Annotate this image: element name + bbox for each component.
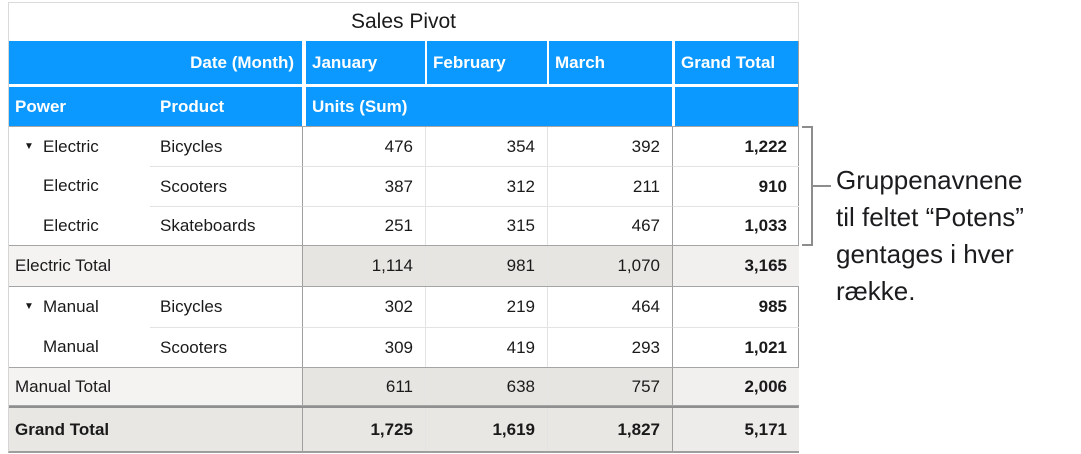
cell-grand-total[interactable]: 2,006 bbox=[672, 368, 799, 405]
cell-march[interactable]: 1,070 bbox=[547, 246, 672, 286]
pivot-table: Sales Pivot Date (Month) January Februar… bbox=[8, 2, 799, 453]
cell-february[interactable]: 419 bbox=[425, 327, 547, 367]
annotation-line: række. bbox=[836, 276, 916, 306]
cell-grand-total[interactable]: 910 bbox=[672, 166, 799, 206]
cell-grand-total[interactable]: 5,171 bbox=[672, 408, 799, 451]
cell-subtotal-label[interactable]: Electric Total bbox=[9, 246, 302, 286]
annotation-line: gentages i hver bbox=[836, 239, 1014, 269]
cell-january[interactable]: 302 bbox=[302, 287, 425, 327]
table-row-electric-total: Electric Total 1,114 981 1,070 3,165 bbox=[9, 245, 799, 287]
cell-january[interactable]: 251 bbox=[302, 206, 425, 245]
cell-march[interactable]: 757 bbox=[547, 368, 672, 405]
cell-march[interactable]: 1,827 bbox=[547, 408, 672, 451]
annotation-line: til feltet “Potens” bbox=[836, 202, 1024, 232]
bracket-top-cap bbox=[802, 126, 813, 128]
header-product[interactable]: Product bbox=[160, 96, 225, 116]
table-row-manual-total: Manual Total 611 638 757 2,006 bbox=[9, 367, 799, 406]
power-label: Manual bbox=[43, 297, 99, 316]
cell-february[interactable]: 981 bbox=[425, 246, 547, 286]
cell-january[interactable]: 309 bbox=[302, 327, 425, 367]
cell-january[interactable]: 387 bbox=[302, 166, 425, 206]
table-title[interactable]: Sales Pivot bbox=[8, 2, 799, 41]
cell-march[interactable]: 392 bbox=[547, 127, 672, 166]
cell-grand-total[interactable]: 1,222 bbox=[672, 127, 799, 166]
header-power[interactable]: Power bbox=[15, 96, 67, 116]
cell-power[interactable]: Electric bbox=[9, 166, 150, 206]
cell-grand-total[interactable]: 3,165 bbox=[672, 246, 799, 286]
table-row-grand-total: Grand Total 1,725 1,619 1,827 5,171 bbox=[9, 406, 799, 451]
header-row-months: Date (Month) January February March Gran… bbox=[9, 41, 798, 84]
header-march[interactable]: March bbox=[547, 41, 672, 84]
cell-power[interactable]: Electric bbox=[9, 206, 150, 245]
cell-february[interactable]: 1,619 bbox=[425, 408, 547, 451]
table-row-electric-scooters: Electric Scooters 387 312 211 910 bbox=[9, 166, 799, 206]
cell-february[interactable]: 638 bbox=[425, 368, 547, 405]
power-label: Electric bbox=[43, 215, 99, 235]
annotation-text: Gruppenavnene til feltet “Potens” gentag… bbox=[836, 162, 1024, 310]
power-label: Electric bbox=[43, 176, 99, 195]
cell-february[interactable]: 315 bbox=[425, 206, 547, 245]
cell-grand-label[interactable]: Grand Total bbox=[15, 419, 110, 439]
cell-january[interactable]: 611 bbox=[302, 368, 425, 405]
header-date-field[interactable]: Date (Month) bbox=[190, 52, 294, 72]
header-divider bbox=[9, 84, 798, 87]
cell-power[interactable]: Manual bbox=[9, 327, 150, 367]
header-february[interactable]: February bbox=[425, 41, 547, 84]
annotation-line: Gruppenavnene bbox=[836, 165, 1023, 195]
cell-january[interactable]: 476 bbox=[302, 127, 425, 166]
header-january[interactable]: January bbox=[302, 41, 425, 84]
cell-power[interactable]: ▼ Manual bbox=[9, 287, 150, 327]
cell-march[interactable]: 293 bbox=[547, 327, 672, 367]
bracket-bottom-cap bbox=[802, 244, 813, 246]
table-row-manual-scooters: Manual Scooters 309 419 293 1,021 bbox=[9, 327, 799, 367]
pivot-table-body: Date (Month) January February March Gran… bbox=[8, 41, 799, 453]
cell-march[interactable]: 467 bbox=[547, 206, 672, 245]
cell-product[interactable]: Scooters bbox=[150, 166, 302, 206]
cell-power[interactable]: ▼ Electric bbox=[9, 127, 150, 166]
cell-february[interactable]: 354 bbox=[425, 127, 547, 166]
power-label: Manual bbox=[43, 337, 99, 356]
cell-january[interactable]: 1,114 bbox=[302, 246, 425, 286]
bracket-vertical bbox=[811, 126, 813, 246]
header-units-sum[interactable]: Units (Sum) bbox=[302, 87, 672, 126]
disclosure-triangle-icon[interactable]: ▼ bbox=[24, 301, 34, 312]
table-row-electric-bicycles: ▼ Electric Bicycles 476 354 392 1,222 bbox=[9, 126, 798, 166]
cell-product[interactable]: Bicycles bbox=[160, 297, 223, 316]
cell-march[interactable]: 464 bbox=[547, 287, 672, 327]
cell-grand-total[interactable]: 1,021 bbox=[672, 327, 799, 367]
cell-product[interactable]: Scooters bbox=[150, 327, 302, 367]
power-label: Electric bbox=[43, 136, 99, 156]
table-row-manual-bicycles: ▼ Manual Bicycles 302 219 464 985 bbox=[9, 287, 798, 327]
header-row-fields: Power Product Units (Sum) bbox=[9, 87, 798, 126]
cell-subtotal-label[interactable]: Manual Total bbox=[9, 368, 302, 405]
cell-march[interactable]: 211 bbox=[547, 166, 672, 206]
cell-february[interactable]: 312 bbox=[425, 166, 547, 206]
cell-february[interactable]: 219 bbox=[425, 287, 547, 327]
header-grand-total-spacer bbox=[672, 87, 799, 126]
header-grand-total[interactable]: Grand Total bbox=[672, 41, 799, 84]
cell-january[interactable]: 1,725 bbox=[302, 408, 425, 451]
bracket-connector bbox=[813, 185, 831, 187]
cell-grand-total[interactable]: 985 bbox=[672, 287, 799, 327]
cell-grand-total[interactable]: 1,033 bbox=[672, 206, 799, 245]
table-row-electric-skateboards: Electric Skateboards 251 315 467 1,033 bbox=[9, 206, 799, 245]
disclosure-triangle-icon[interactable]: ▼ bbox=[24, 140, 34, 152]
cell-product[interactable]: Skateboards bbox=[150, 206, 302, 245]
cell-product[interactable]: Bicycles bbox=[160, 136, 223, 156]
